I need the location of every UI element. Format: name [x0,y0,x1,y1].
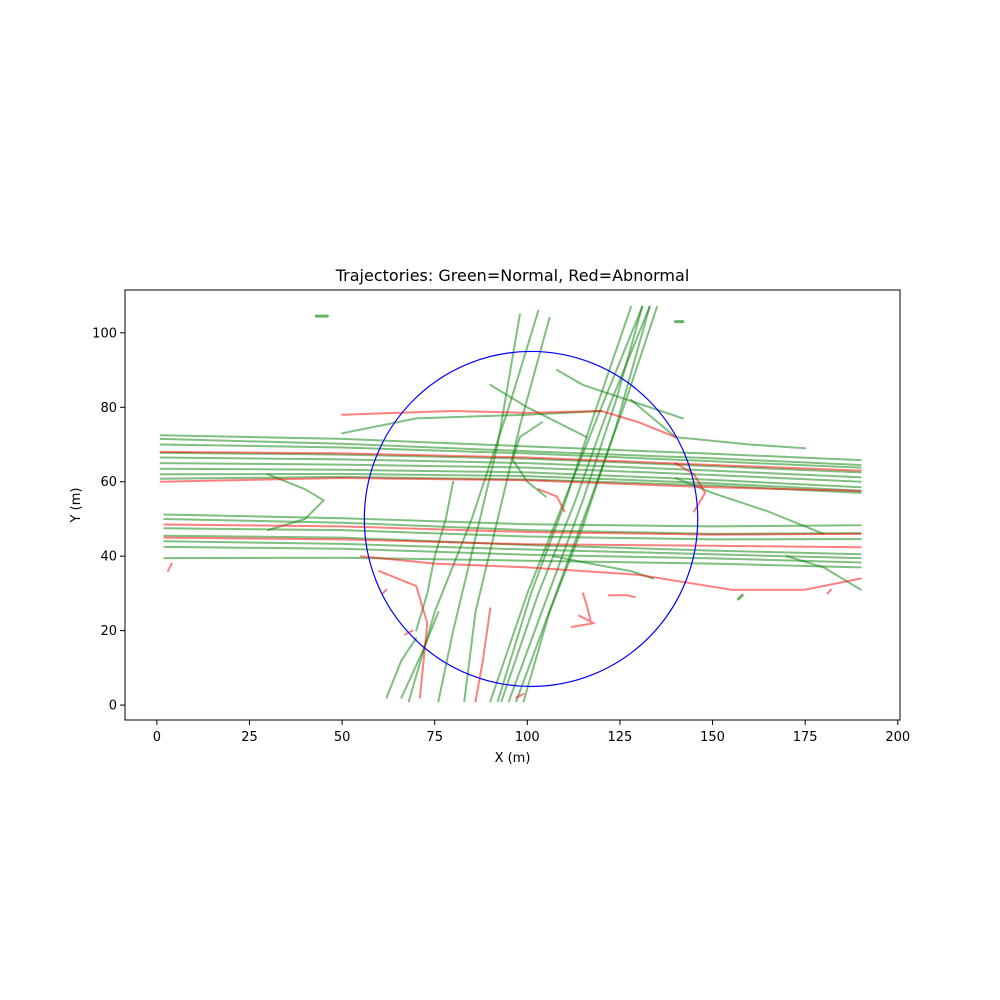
normal-trajectory [400,611,440,699]
y-axis: 0 20 40 60 80 100 [92,326,125,714]
normal-trajectory [163,540,862,560]
normal-trajectory [159,456,862,479]
normal-trajectory [500,305,651,703]
normal-trajectory [159,443,862,469]
normal-trajectory [159,437,862,466]
normal-trajectory [785,555,862,591]
plot-frame [124,289,901,721]
abnormal-trajectory [537,488,566,513]
x-tick-label: 125 [608,730,633,745]
x-tick-label: 200 [885,730,910,745]
abnormal-trajectory [163,536,862,549]
normal-trajectory-fragment [737,593,744,601]
normal-trajectory [415,480,455,632]
normal-trajectory [437,313,521,703]
abnormal-trajectory [359,555,862,591]
normal-trajectory [159,472,862,492]
normal-trajectory [163,545,862,564]
abnormal-trajectory [381,588,388,595]
x-tick-label: 150 [700,730,725,745]
circle-layer [363,350,699,688]
abnormal-trajectory [167,562,173,573]
x-tick-label: 100 [515,730,540,745]
abnormal-trajectory [341,410,677,439]
normal-trajectory [463,316,551,703]
tracks-layer [159,305,862,703]
y-axis-label: Y (m) [69,488,84,524]
x-tick-label: 50 [334,730,351,745]
x-tick-label: 25 [241,730,258,745]
normal-trajectory [159,467,862,489]
normal-trajectory [385,637,418,699]
y-tick-label: 100 [92,326,117,341]
abnormal-trajectory [581,592,592,621]
abnormal-trajectory [159,450,862,472]
normal-trajectory [515,305,658,703]
normal-trajectory [507,305,644,703]
y-tick-label: 20 [100,624,117,639]
normal-trajectory [267,473,325,532]
abnormal-trajectory [570,614,595,628]
region-circle [363,350,699,688]
plot-area [159,305,862,703]
normal-trajectory [556,369,684,420]
normal-trajectory [496,305,632,703]
normal-trajectory [163,513,862,528]
normal-trajectory [159,434,862,462]
normal-trajectory [159,451,862,474]
x-axis-label: X (m) [495,751,531,766]
y-tick-label: 0 [109,699,117,714]
abnormal-trajectory [515,692,525,699]
abnormal-trajectory [159,477,862,492]
abnormal-trajectory [378,570,429,699]
normal-trajectory [163,556,862,569]
chart-title: Trajectories: Green=Normal, Red=Abnormal [335,266,690,285]
x-tick-label: 0 [153,730,161,745]
normal-trajectory [163,527,862,541]
x-tick-label: 75 [426,730,443,745]
normal-trajectory [522,305,651,703]
y-tick-label: 40 [100,550,117,565]
abnormal-trajectory [826,588,833,595]
y-tick-label: 60 [100,475,117,490]
normal-trajectory [630,398,807,450]
x-axis: 0 25 50 75 100 125 150 175 200 [153,720,910,745]
abnormal-trajectory [607,594,636,599]
normal-trajectory [159,462,862,483]
x-tick-label: 175 [793,730,818,745]
abnormal-trajectory [163,523,862,536]
abnormal-trajectory [474,607,492,703]
normal-trajectory [489,383,588,439]
y-tick-label: 80 [100,401,117,416]
normal-trajectory [511,421,547,498]
abnormal-trajectory [674,462,707,513]
